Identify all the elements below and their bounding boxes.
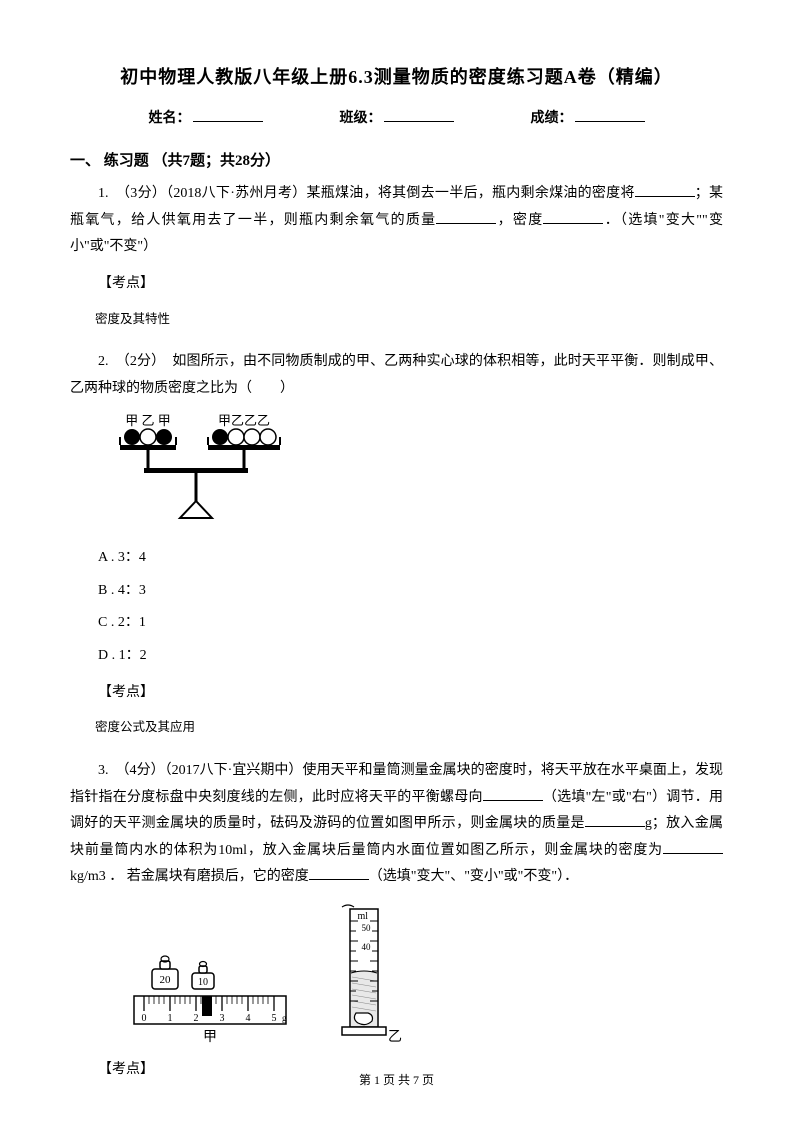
svg-text:5: 5 — [272, 1013, 277, 1024]
q1-blank-1[interactable] — [635, 183, 695, 197]
score-label: 成绩： — [531, 111, 573, 126]
svg-text:乙: 乙 — [388, 1029, 402, 1045]
ruler-figure: 20 10 0 1 2 3 4 5 g — [130, 941, 290, 1051]
q1-blank-2[interactable] — [436, 210, 496, 224]
student-info-row: 姓名： 班级： 成绩： — [70, 106, 723, 133]
balance-left-label: 甲 乙 甲 — [125, 413, 171, 428]
kaodian-label-1: 【考点】 — [70, 271, 723, 298]
score-blank[interactable] — [575, 108, 645, 122]
cylinder-figure: ml 50 40 乙 — [330, 901, 410, 1051]
class-label: 班级： — [340, 111, 382, 126]
svg-text:10: 10 — [198, 977, 208, 988]
svg-text:1: 1 — [168, 1013, 173, 1024]
question-3: 3. （4分）（2017八下·宜兴期中）使用天平和量筒测量金属块的密度时，将天平… — [70, 758, 723, 891]
q2-options: A . 3：4 B . 4：3 C . 2：1 D . 1：2 — [98, 545, 723, 669]
svg-text:ml: ml — [357, 911, 368, 922]
svg-text:50: 50 — [362, 923, 372, 933]
q3-blank-4[interactable] — [309, 866, 369, 880]
q3-text-e: （选填"变大"、"变小"或"不变"）． — [369, 869, 578, 884]
topic-1: 密度及其特性 — [70, 308, 723, 332]
q1-text-c: ，密度 — [496, 213, 543, 228]
class-blank[interactable] — [384, 108, 454, 122]
svg-text:4: 4 — [246, 1013, 251, 1024]
svg-text:甲: 甲 — [203, 1030, 217, 1045]
name-label: 姓名： — [149, 111, 191, 126]
page-title: 初中物理人教版八年级上册6.3测量物质的密度练习题A卷（精编） — [70, 60, 723, 94]
q3-blank-3[interactable] — [663, 840, 723, 854]
kaodian-label-2: 【考点】 — [70, 680, 723, 707]
page-footer: 第 1 页 共 7 页 — [0, 1069, 793, 1092]
balance-right-label: 甲乙乙乙 — [218, 413, 270, 428]
q3-text-d: kg/m3 ． 若金属块有磨损后，它的密度 — [70, 869, 309, 884]
section-header: 一、 练习题 （共7题；共28分） — [70, 147, 723, 176]
option-c[interactable]: C . 2：1 — [98, 610, 723, 637]
svg-text:3: 3 — [220, 1013, 225, 1024]
svg-text:g: g — [282, 1013, 287, 1023]
svg-text:40: 40 — [362, 942, 372, 952]
question-1: 1. （3分）（2018八下·苏州月考）某瓶煤油，将其倒去一半后，瓶内剩余煤油的… — [70, 181, 723, 261]
balance-figure: 甲 乙 甲 甲乙乙乙 — [110, 413, 723, 534]
q3-figures: 20 10 0 1 2 3 4 5 g — [130, 901, 723, 1051]
q3-blank-2[interactable] — [585, 813, 645, 827]
q3-blank-1[interactable] — [483, 787, 543, 801]
svg-text:2: 2 — [194, 1013, 199, 1024]
name-blank[interactable] — [193, 108, 263, 122]
question-2: 2. （2分） 如图所示，由不同物质制成的甲、乙两种实心球的体积相等，此时天平平… — [70, 349, 723, 402]
q1-blank-3[interactable] — [543, 210, 603, 224]
q1-text-a: 1. （3分）（2018八下·苏州月考）某瓶煤油，将其倒去一半后，瓶内剩余煤油的… — [98, 186, 635, 201]
svg-text:20: 20 — [160, 974, 172, 986]
topic-2: 密度公式及其应用 — [70, 716, 723, 740]
option-b[interactable]: B . 4：3 — [98, 578, 723, 605]
option-a[interactable]: A . 3：4 — [98, 545, 723, 572]
option-d[interactable]: D . 1：2 — [98, 643, 723, 670]
svg-text:0: 0 — [142, 1013, 147, 1024]
